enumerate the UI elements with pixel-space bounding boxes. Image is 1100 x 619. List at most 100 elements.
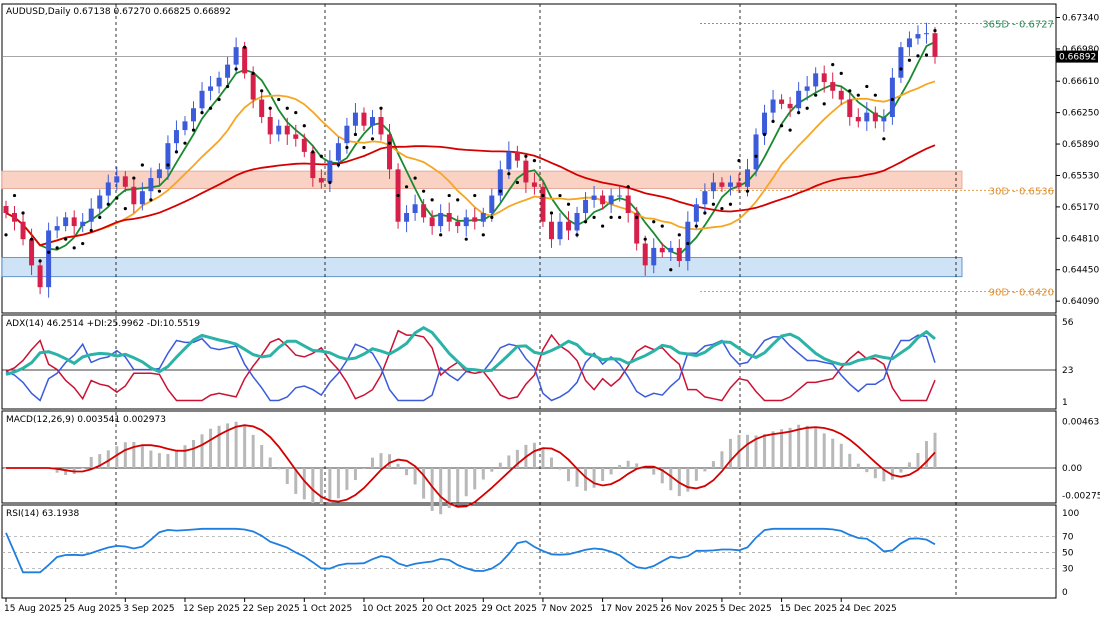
psar-dot bbox=[677, 233, 681, 237]
macd-bar bbox=[916, 453, 920, 468]
time-tick-label: 5 Dec 2025 bbox=[720, 604, 772, 614]
macd-bar bbox=[166, 454, 170, 468]
candle-body bbox=[233, 47, 239, 65]
psar-dot bbox=[447, 193, 451, 198]
candle-body bbox=[472, 217, 478, 222]
rsi-label: RSI(14) 63.1938 bbox=[6, 509, 79, 519]
psar-dot bbox=[89, 228, 93, 233]
psar-dot bbox=[200, 111, 204, 115]
macd-bar bbox=[498, 462, 502, 468]
candle-body bbox=[276, 125, 282, 135]
macd-bar bbox=[396, 463, 400, 468]
psar-dot bbox=[217, 97, 221, 102]
macd-bar bbox=[694, 468, 698, 481]
macd-bar bbox=[805, 425, 809, 468]
moving-averages bbox=[5, 41, 936, 256]
vertical-grid bbox=[115, 4, 957, 598]
macd-bar bbox=[456, 468, 460, 503]
candle-body bbox=[634, 212, 640, 244]
candle-body bbox=[361, 112, 367, 126]
psar-dot bbox=[856, 93, 860, 97]
candle-body bbox=[923, 33, 929, 35]
psar-dot bbox=[225, 84, 230, 89]
macd-bar bbox=[797, 424, 801, 468]
time-tick-label: 26 Nov 2025 bbox=[660, 604, 718, 614]
macd-bar bbox=[157, 453, 161, 468]
macd-bar bbox=[814, 428, 818, 468]
candle-body bbox=[404, 212, 410, 222]
candle-body bbox=[191, 108, 197, 122]
time-tick-label: 15 Dec 2025 bbox=[780, 604, 838, 614]
ma-mid-line bbox=[5, 80, 936, 247]
macd-bar bbox=[106, 450, 110, 468]
macd-bar bbox=[763, 434, 767, 468]
macd-bar bbox=[703, 468, 707, 472]
psar-dot bbox=[81, 241, 85, 246]
candle-body bbox=[335, 143, 341, 161]
macd-tick-label: 0.004633 bbox=[1062, 418, 1100, 428]
candle-body bbox=[676, 247, 682, 261]
candle-body bbox=[429, 217, 435, 227]
time-tick-label: 12 Sep 2025 bbox=[183, 604, 240, 614]
rsi-indicator: 100 70 50 30 0 bbox=[2, 509, 1079, 598]
psar-dot bbox=[490, 215, 494, 219]
psar-dot bbox=[149, 198, 153, 202]
candle-body bbox=[548, 221, 554, 240]
psar-dot bbox=[481, 233, 485, 237]
psar-dot bbox=[336, 163, 340, 167]
psar-dot bbox=[728, 202, 733, 206]
psar-dot bbox=[711, 202, 716, 206]
macd-bar bbox=[217, 425, 221, 468]
psar-dot bbox=[456, 198, 460, 202]
candle-body bbox=[387, 134, 393, 170]
macd-bar bbox=[575, 468, 579, 487]
psar-dot bbox=[464, 237, 468, 241]
time-tick-label: 1 Oct 2025 bbox=[302, 604, 352, 614]
candle-body bbox=[744, 169, 750, 187]
macd-indicator: 0.004633 0.00 -0.002753 bbox=[2, 418, 1100, 515]
psar-dot bbox=[643, 237, 647, 241]
macd-bar bbox=[405, 468, 409, 476]
time-tick-label: 24 Dec 2025 bbox=[839, 604, 897, 614]
price-tick-label: 0.67340 bbox=[1062, 13, 1099, 23]
macd-bar bbox=[311, 468, 315, 504]
candle-body bbox=[813, 73, 819, 87]
candle-body bbox=[625, 195, 631, 213]
candle-body bbox=[421, 204, 427, 218]
adx-indicator: 56 23 1 bbox=[2, 318, 1074, 408]
psar-dot bbox=[745, 189, 750, 193]
ma-slow-line bbox=[5, 144, 936, 247]
psar-dot bbox=[737, 159, 741, 163]
candle-body bbox=[497, 169, 503, 196]
macd-bar bbox=[115, 446, 119, 468]
macd-bar bbox=[771, 431, 775, 468]
psar-dot bbox=[788, 128, 792, 132]
macd-bar bbox=[98, 454, 102, 468]
macd-tick-label: 0.00 bbox=[1062, 464, 1082, 474]
last-price-badge bbox=[1056, 50, 1098, 63]
macd-bar bbox=[132, 441, 136, 468]
psar-dot bbox=[362, 145, 366, 150]
candle-body bbox=[199, 90, 205, 109]
psar-dot bbox=[345, 145, 349, 150]
psar-dot bbox=[38, 259, 42, 263]
psar-dot bbox=[353, 132, 358, 137]
macd-bar bbox=[635, 463, 639, 468]
time-tick-label: 15 Aug 2025 bbox=[4, 604, 62, 614]
psar-dot bbox=[899, 67, 903, 71]
macd-bar bbox=[856, 463, 860, 468]
psar-dot bbox=[72, 246, 76, 250]
candle-body bbox=[259, 99, 265, 117]
macd-bar bbox=[64, 468, 68, 475]
macd-bar bbox=[319, 468, 323, 504]
macd-bar bbox=[200, 434, 204, 468]
psar-dot bbox=[439, 233, 443, 237]
macd-label: MACD(12,26,9) 0.003541 0.002973 bbox=[6, 415, 166, 425]
psar-dot bbox=[865, 84, 869, 89]
psar-dot bbox=[277, 97, 281, 102]
psar-dot bbox=[779, 124, 784, 128]
psar-dot bbox=[123, 207, 127, 211]
adx-label: ADX(14) 46.2514 +DI:25.9962 -DI:10.5519 bbox=[6, 319, 200, 329]
psar-dot bbox=[873, 93, 877, 97]
candle-body bbox=[719, 182, 725, 187]
